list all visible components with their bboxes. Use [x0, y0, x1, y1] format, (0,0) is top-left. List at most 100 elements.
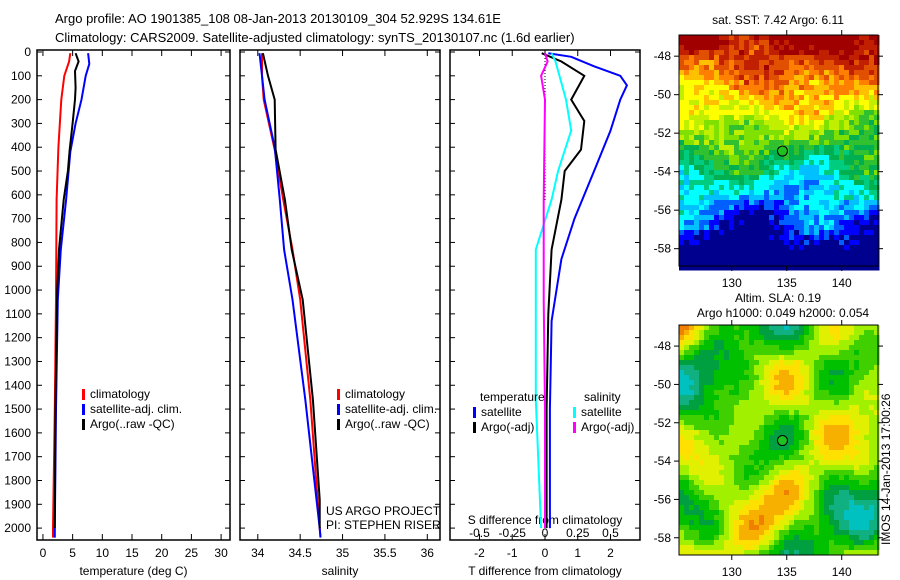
map-cell: [689, 100, 695, 106]
title-line-1: Argo profile: AO 1901385_108 08-Jan-2013…: [55, 11, 501, 26]
map-cell: [789, 180, 795, 186]
map-cell: [704, 415, 710, 421]
map-cell: [719, 445, 725, 451]
map-cell: [694, 50, 700, 56]
map-cell: [789, 130, 795, 136]
map-cell: [739, 510, 745, 516]
map-cell: [794, 340, 800, 346]
map-cell: [809, 85, 815, 91]
map-cell: [859, 90, 865, 96]
map-cell: [824, 430, 830, 436]
map-cell: [844, 375, 850, 381]
map-cell: [679, 175, 685, 181]
map-cell: [839, 415, 845, 421]
map-cell: [854, 255, 860, 261]
map-cell: [684, 150, 690, 156]
map-cell: [724, 530, 730, 536]
map-cell: [679, 395, 685, 401]
map-cell: [779, 95, 785, 101]
map-cell: [874, 395, 880, 401]
map-cell: [804, 375, 810, 381]
map-cell: [694, 70, 700, 76]
map-cell: [839, 255, 845, 261]
map-cell: [834, 480, 840, 486]
map-cell: [679, 490, 685, 496]
map-cell: [869, 420, 875, 426]
map-cell: [869, 425, 875, 431]
map-cell: [769, 210, 775, 216]
map-cell: [849, 105, 855, 111]
map-cell: [809, 465, 815, 471]
map-cell: [819, 215, 825, 221]
map-cell: [699, 140, 705, 146]
map-cell: [854, 230, 860, 236]
map-cell: [864, 400, 870, 406]
map-cell: [724, 235, 730, 241]
map-cell: [754, 265, 760, 271]
map-cell: [794, 400, 800, 406]
map-cell: [854, 200, 860, 206]
map-cell: [699, 225, 705, 231]
map-cell: [864, 415, 870, 421]
map-cell: [859, 155, 865, 161]
map-cell: [749, 180, 755, 186]
map-cell: [689, 255, 695, 261]
map-cell: [844, 65, 850, 71]
map-cell: [814, 415, 820, 421]
map-cell: [799, 110, 805, 116]
map-cell: [759, 440, 765, 446]
map-cell: [689, 390, 695, 396]
map-cell: [734, 325, 740, 331]
map-cell: [829, 185, 835, 191]
map-cell: [819, 100, 825, 106]
map-cell: [769, 120, 775, 126]
map-cell: [809, 535, 815, 541]
map-cell: [819, 365, 825, 371]
map-cell: [869, 345, 875, 351]
map-cell: [774, 155, 780, 161]
map-cell: [874, 95, 880, 101]
map-cell: [864, 145, 870, 151]
map-cell: [704, 225, 710, 231]
map-cell: [774, 405, 780, 411]
map-cell: [729, 175, 735, 181]
map-cell: [754, 260, 760, 266]
map-cell: [829, 375, 835, 381]
map-cell: [779, 490, 785, 496]
map-cell: [734, 530, 740, 536]
map-cell: [704, 235, 710, 241]
legend-swatch: [337, 389, 340, 400]
map-cell: [774, 355, 780, 361]
map-cell: [834, 215, 840, 221]
map-cell: [854, 265, 860, 271]
map-cell: [809, 255, 815, 261]
map-cell: [844, 345, 850, 351]
map-cell: [709, 380, 715, 386]
map-cell: [814, 65, 820, 71]
map-cell: [799, 50, 805, 56]
map-cell: [814, 85, 820, 91]
map-cell: [779, 335, 785, 341]
map-cell: [849, 355, 855, 361]
map-cell: [684, 75, 690, 81]
map-cell: [779, 225, 785, 231]
map-cell: [829, 390, 835, 396]
map-cell: [854, 95, 860, 101]
map-cell: [699, 70, 705, 76]
map-cell: [684, 250, 690, 256]
map-cell: [794, 145, 800, 151]
map-cell: [799, 350, 805, 356]
map-cell: [834, 370, 840, 376]
map-cell: [729, 455, 735, 461]
map-cell: [729, 390, 735, 396]
map-cell: [784, 115, 790, 121]
map-cell: [709, 415, 715, 421]
map-cell: [734, 230, 740, 236]
map-cell: [814, 130, 820, 136]
map-cell: [789, 185, 795, 191]
map-cell: [729, 135, 735, 141]
map-cell: [764, 180, 770, 186]
map-cell: [834, 240, 840, 246]
map-cell: [679, 540, 685, 546]
